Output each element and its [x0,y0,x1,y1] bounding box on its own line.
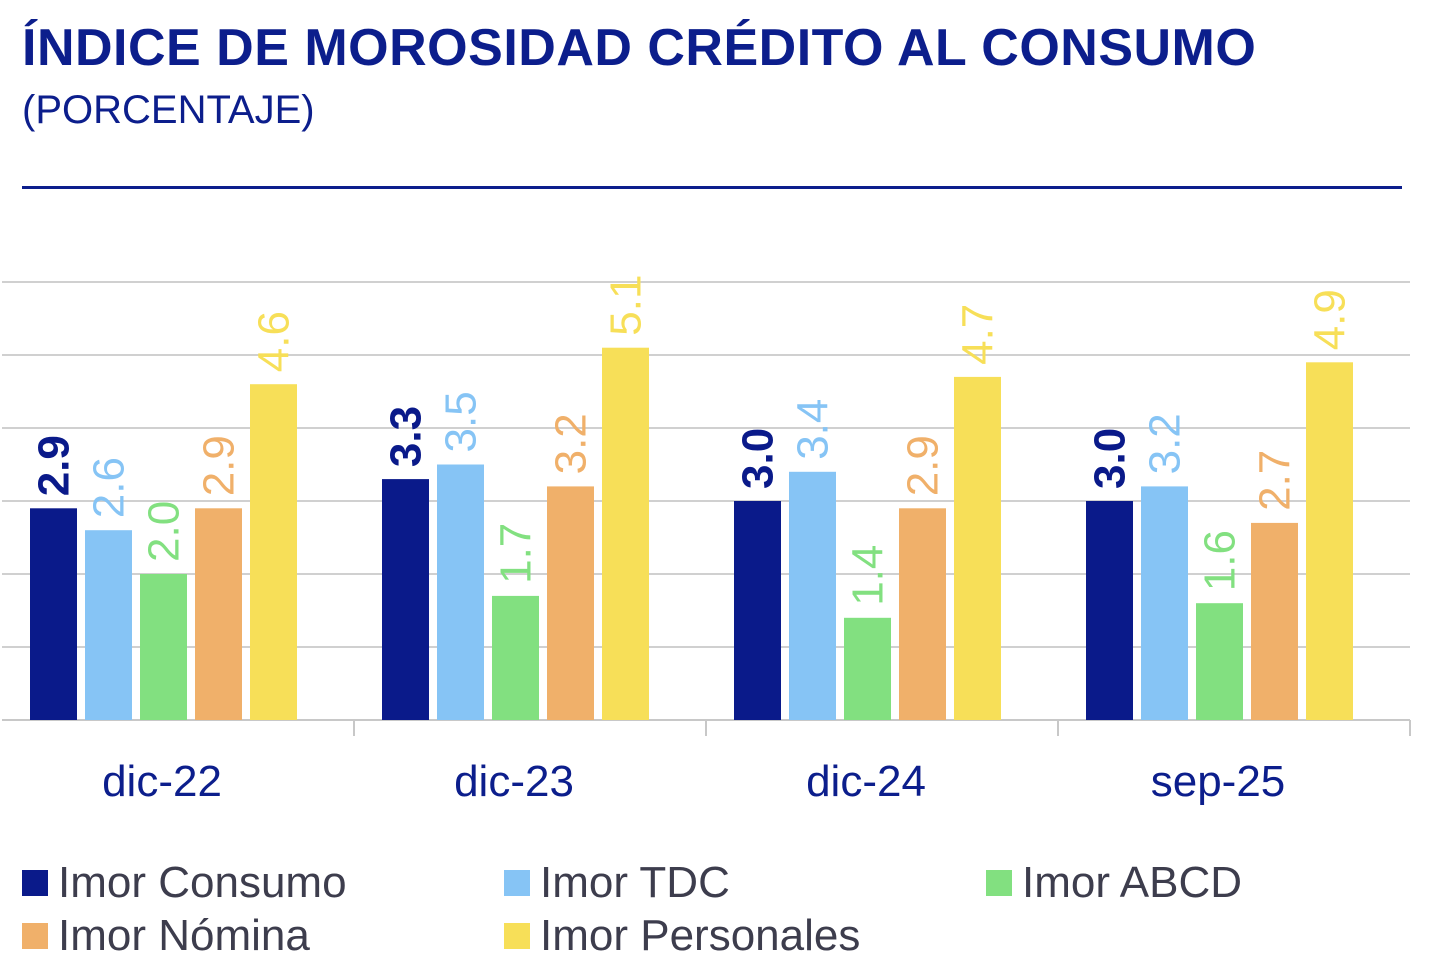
bar-imor-consumo-dic-22 [30,508,77,720]
data-label: 2.7 [1251,450,1300,511]
legend-label: Imor Personales [540,911,861,960]
bar-imor-abcd-sep-25 [1196,603,1243,720]
data-label: 2.9 [195,435,244,496]
data-label: 4.6 [250,311,299,372]
data-label: 3.5 [437,391,486,452]
x-tick-label: dic-22 [102,757,222,806]
chart-title: ÍNDICE DE MOROSIDAD CRÉDITO AL CONSUMO [22,19,1257,77]
legend-swatch [504,870,530,896]
chart-subtitle: (PORCENTAJE) [22,88,315,132]
data-label: 3.3 [382,406,431,467]
x-tick-label: dic-24 [806,757,926,806]
bar-imor-nómina-dic-22 [195,508,242,720]
legend-item: Imor Personales [504,911,860,961]
legend-label: Imor ABCD [1022,858,1243,907]
bar-imor-tdc-sep-25 [1141,486,1188,720]
bar-imor-nómina-dic-23 [547,486,594,720]
legend-label: Imor Consumo [58,858,347,907]
bar-imor-personales-dic-22 [250,384,297,720]
data-label: 3.4 [789,399,838,460]
bar-imor-consumo-sep-25 [1086,501,1133,720]
bar-imor-consumo-dic-24 [734,501,781,720]
legend-item: Imor Consumo [22,858,347,908]
data-label: 4.9 [1306,289,1355,350]
data-label: 3.0 [734,428,783,489]
bar-imor-abcd-dic-22 [140,574,187,720]
data-label: 1.7 [492,523,541,584]
bar-imor-nómina-sep-25 [1251,522,1298,720]
bar-imor-abcd-dic-23 [492,595,539,720]
bar-imor-tdc-dic-24 [789,471,836,720]
legend-label: Imor Nómina [58,911,310,960]
title-divider [22,186,1402,189]
data-label: 4.7 [954,304,1003,365]
data-label: 2.9 [899,435,948,496]
data-label: 3.0 [1086,428,1135,489]
bar-imor-tdc-dic-23 [437,464,484,720]
x-tick-label: sep-25 [1151,757,1286,806]
bar-imor-personales-dic-24 [954,376,1001,720]
bar-imor-consumo-dic-23 [382,479,429,720]
data-label: 1.4 [844,545,893,606]
chart-legend: Imor Consumo Imor TDC Imor ABCD Imor Nómina… [22,858,1422,972]
legend-item: Imor TDC [504,858,730,908]
data-label: 2.9 [30,435,79,496]
data-label: 3.2 [547,413,596,474]
legend-label: Imor TDC [540,858,730,907]
legend-item: Imor Nómina [22,911,310,961]
data-label: 3.2 [1141,413,1190,474]
data-label: 1.6 [1196,530,1245,591]
legend-swatch [22,923,48,949]
legend-swatch [504,923,530,949]
bar-imor-tdc-dic-22 [85,530,132,720]
bar-imor-personales-dic-23 [602,347,649,720]
data-label: 2.0 [140,501,189,562]
legend-item: Imor ABCD [986,858,1242,908]
bar-imor-personales-sep-25 [1306,362,1353,720]
bar-imor-nómina-dic-24 [899,508,946,720]
x-tick-label: dic-23 [454,757,574,806]
legend-swatch [986,870,1012,896]
data-label: 5.1 [602,275,651,336]
legend-swatch [22,870,48,896]
data-label: 2.6 [85,457,134,518]
bar-imor-abcd-dic-24 [844,617,891,720]
